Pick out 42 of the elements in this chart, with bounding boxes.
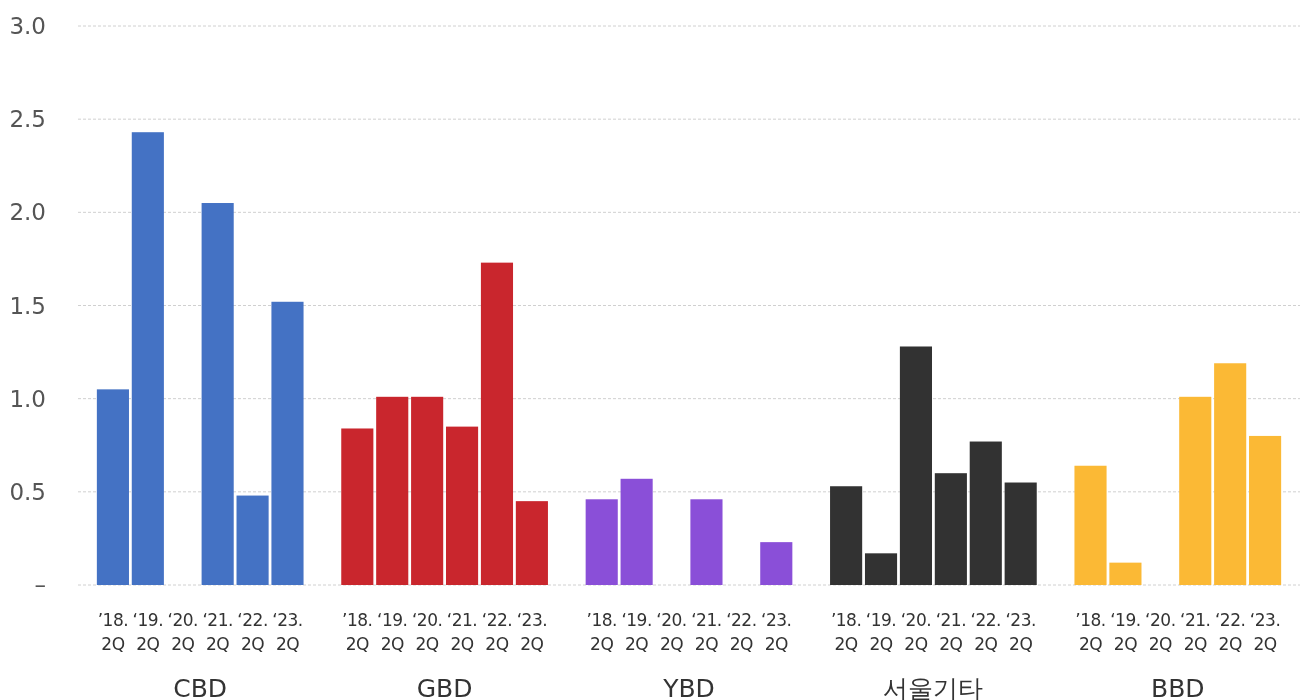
x-tick-label: ‘22. 2Q [481, 610, 513, 654]
x-tick-label: ‘21. 2Q [202, 610, 233, 654]
x-tick-label: ‘21. 2Q [1180, 610, 1211, 654]
x-tick-label: ’18. 2Q [342, 610, 373, 654]
y-tick-label: 0.5 [9, 478, 46, 505]
x-tick-label: ‘19. 2Q [865, 610, 897, 654]
x-tick-label: ‘22. 2Q [726, 610, 757, 654]
x-tick-label: ‘23. 2Q [272, 610, 303, 654]
y-tick-label: 2.5 [9, 106, 46, 133]
y-tick-label: – [34, 572, 46, 598]
x-tick-label: ’18. 2Q [97, 610, 129, 654]
y-tick-label: 3.0 [9, 13, 46, 39]
text: BBD [1151, 674, 1205, 700]
x-tick-label: ‘22. 2Q [970, 610, 1001, 654]
x-tick-label: ‘22. 2Q [237, 610, 268, 654]
x-tick-label: ’18. 2Q [1075, 610, 1106, 654]
x-tick-label: ‘23. 2Q [1005, 610, 1036, 654]
y-tick-label: 1.5 [9, 292, 46, 319]
text: CBD [173, 674, 228, 700]
y-tick-label: 2.0 [9, 199, 46, 226]
text: YBD [663, 674, 715, 700]
y-tick-label: 1.0 [9, 385, 46, 412]
x-tick-label: ‘20. 2Q [1145, 610, 1176, 654]
x-tick-label: ‘19. 2Q [377, 610, 408, 654]
text: 서울기타 [883, 674, 984, 700]
x-tick-label: ‘23. 2Q [1249, 610, 1281, 654]
x-tick-label: ‘19. 2Q [1110, 610, 1141, 654]
x-tick-label: ‘22. 2Q [1214, 610, 1246, 654]
x-tick-label: ‘20. 2Q [656, 610, 687, 654]
x-tick-label: ‘20. 2Q [411, 610, 443, 654]
x-tick-label: ’18. 2Q [830, 610, 862, 654]
x-tick-label: ‘23. 2Q [761, 610, 792, 654]
x-tick-label: ‘21. 2Q [446, 610, 478, 654]
text: GBD [416, 674, 473, 700]
x-tick-label: ‘21. 2Q [691, 610, 722, 654]
x-tick-label: ‘21. 2Q [935, 610, 967, 654]
x-tick-label: ‘20. 2Q [900, 610, 932, 654]
x-tick-label: ‘19. 2Q [621, 610, 652, 654]
x-tick-label: ‘23. 2Q [516, 610, 548, 654]
x-tick-label: ’18. 2Q [586, 610, 617, 654]
x-tick-label: ‘19. 2Q [132, 610, 164, 654]
x-tick-label: ‘20. 2Q [167, 610, 198, 654]
